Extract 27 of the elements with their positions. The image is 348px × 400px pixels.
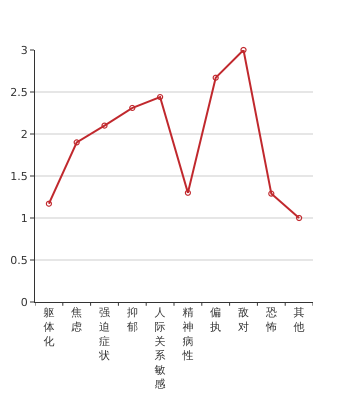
point — [46, 200, 52, 207]
point — [240, 46, 247, 54]
x-tick-label: 敌对 — [238, 306, 249, 334]
x-tick-label: 躯体化 — [43, 306, 54, 348]
point — [184, 190, 191, 196]
y-tick-label: 3 — [20, 44, 28, 57]
x-tick-label: 精神病性 — [181, 306, 194, 362]
point — [129, 104, 136, 112]
point — [296, 214, 302, 222]
point — [101, 122, 108, 129]
x-tick-label: 偏执 — [210, 306, 222, 334]
x-tick-label: 焦虑 — [71, 306, 82, 334]
x-tick-label: 强迫症状 — [98, 306, 110, 362]
y-tick-label: 1 — [20, 212, 28, 225]
y-tick-label: 2 — [20, 128, 28, 141]
point — [268, 190, 274, 197]
x-tick-label: 抑郁 — [126, 306, 138, 334]
y-tick-label: 2.5 — [10, 86, 28, 99]
point — [157, 94, 164, 100]
point — [74, 139, 80, 146]
x-tick-label: 人际关系敏感 — [154, 306, 166, 391]
y-tick-label: 0.5 — [10, 254, 28, 267]
y-tick-label: 1.5 — [10, 170, 28, 183]
y-tick-label: 0 — [20, 296, 28, 309]
x-tick-label: 其他 — [294, 306, 305, 334]
point — [212, 74, 219, 81]
x-tick-label: 恐怖 — [264, 306, 277, 334]
